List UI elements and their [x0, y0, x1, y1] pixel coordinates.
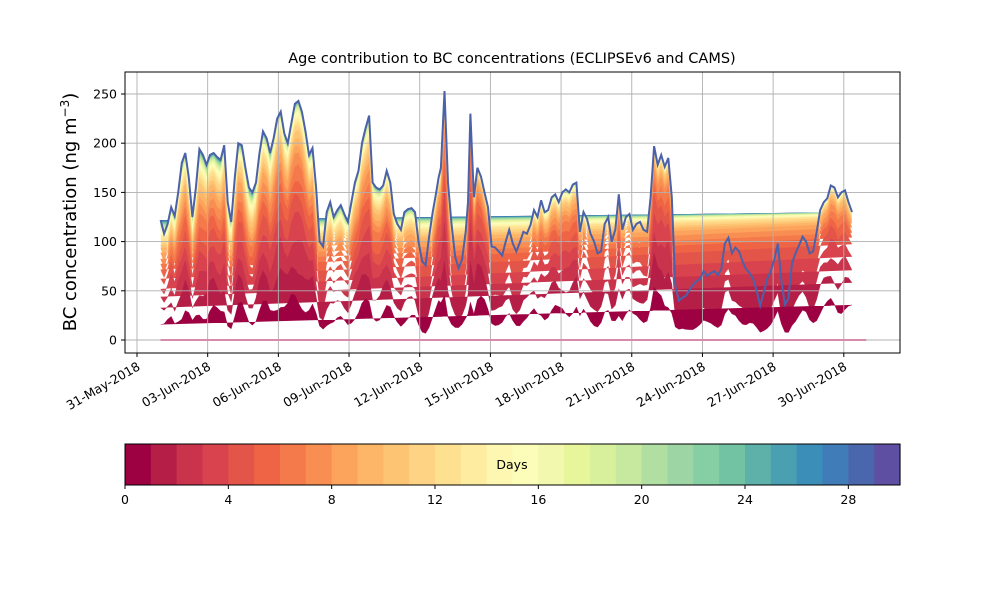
colorbar-bins: [125, 444, 901, 485]
colorbar-label: Days: [496, 457, 527, 472]
colorbar-bin-0: [125, 444, 152, 485]
colorbar-bin-7: [305, 444, 333, 485]
colorbar-bin-20: [641, 444, 669, 485]
age-bin-area-1: [160, 252, 853, 329]
axes-frame: [124, 71, 901, 354]
total-concentration-line: [159, 90, 853, 310]
colorbar-bin-1: [150, 444, 178, 485]
colorbar-bin-26: [796, 444, 824, 485]
colorbar-bin-24: [745, 444, 772, 485]
colorbar-bin-3: [202, 444, 229, 485]
colorbar-bin-19: [615, 444, 643, 485]
colorbar-bin-18: [590, 444, 617, 485]
colorbar-tick-label: 8: [328, 492, 336, 507]
colorbar-bin-28: [848, 444, 875, 485]
colorbar-ticks: 0 4 8 12 16 20 24 28: [121, 485, 856, 507]
colorbar-bin-12: [435, 444, 462, 485]
y-axis-label: BC concentration (ng m−3): [58, 93, 81, 332]
colorbar-bin-17: [564, 444, 591, 485]
y-axis-label-exponent: −3: [58, 100, 72, 118]
y-tick-label: 50: [101, 283, 117, 298]
colorbar-bin-4: [228, 444, 255, 485]
colorbar-bin-23: [719, 444, 746, 485]
y-tick-label: 250: [93, 87, 117, 102]
y-axis-label-text: BC concentration (ng m: [60, 117, 81, 331]
colorbar-bin-25: [770, 444, 798, 485]
colorbar-tick-label: 20: [634, 492, 650, 507]
colorbar-frame: [124, 443, 901, 486]
colorbar-bin-11: [409, 444, 436, 485]
colorbar-bin-29: [874, 444, 901, 485]
colorbar-tick-label: 28: [840, 492, 856, 507]
colorbar-bin-8: [331, 444, 359, 485]
colorbar-tick-label: 0: [121, 492, 129, 507]
colorbar-bin-27: [822, 444, 849, 485]
colorbar-tick-label: 4: [224, 492, 232, 507]
y-tick-label: 0: [109, 333, 117, 348]
colorbar-tick-label: 16: [530, 492, 546, 507]
stacked-areas: [160, 90, 853, 334]
plot-area: [124, 71, 901, 354]
colorbar-bin-16: [538, 444, 565, 485]
chart-title: Age contribution to BC concentrations (E…: [288, 51, 735, 67]
colorbar-bin-15: [512, 444, 539, 485]
y-axis-label-close: ): [60, 93, 81, 100]
colorbar-bin-6: [280, 444, 307, 485]
age-bin-area-0: [160, 286, 853, 334]
colorbar-tick-label: 12: [427, 492, 443, 507]
colorbar-bin-13: [460, 444, 488, 485]
colorbar-bin-21: [667, 444, 694, 485]
colorbar-bin-14: [486, 444, 514, 485]
y-tick-label: 150: [93, 185, 117, 200]
colorbar-bin-5: [254, 444, 281, 485]
y-tick-label: 200: [93, 136, 117, 151]
colorbar-tick-label: 24: [737, 492, 753, 507]
colorbar-bin-2: [176, 444, 204, 485]
colorbar: Days 0 4 8 12 16 20 24 28: [121, 443, 901, 507]
y-tick-label: 100: [93, 234, 117, 249]
y-axis: 0 50 100 150 200 250: [93, 87, 125, 348]
colorbar-bin-10: [383, 444, 410, 485]
colorbar-bin-22: [693, 444, 720, 485]
colorbar-bin-9: [357, 444, 384, 485]
